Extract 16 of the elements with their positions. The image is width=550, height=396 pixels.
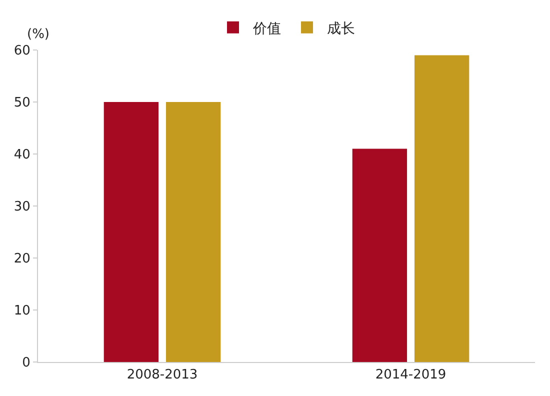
bar xyxy=(166,102,221,362)
x-tick-label: 2014-2019 xyxy=(375,368,446,383)
bar xyxy=(414,55,470,362)
bar xyxy=(352,148,408,362)
legend-label: 价值 xyxy=(252,20,281,37)
x-tick-label: 2008-2013 xyxy=(126,368,198,383)
bar xyxy=(104,102,159,362)
y-axis-title: (%) xyxy=(27,27,50,42)
y-tick-label: 30 xyxy=(14,200,30,215)
y-tick-label: 60 xyxy=(14,44,30,59)
y-tick-label: 0 xyxy=(22,356,30,371)
legend-label: 成长 xyxy=(327,20,355,37)
y-tick-label: 20 xyxy=(14,252,30,267)
y-tick-label: 50 xyxy=(14,96,30,111)
y-tick-label: 40 xyxy=(14,148,30,163)
y-tick-label: 10 xyxy=(14,304,30,319)
